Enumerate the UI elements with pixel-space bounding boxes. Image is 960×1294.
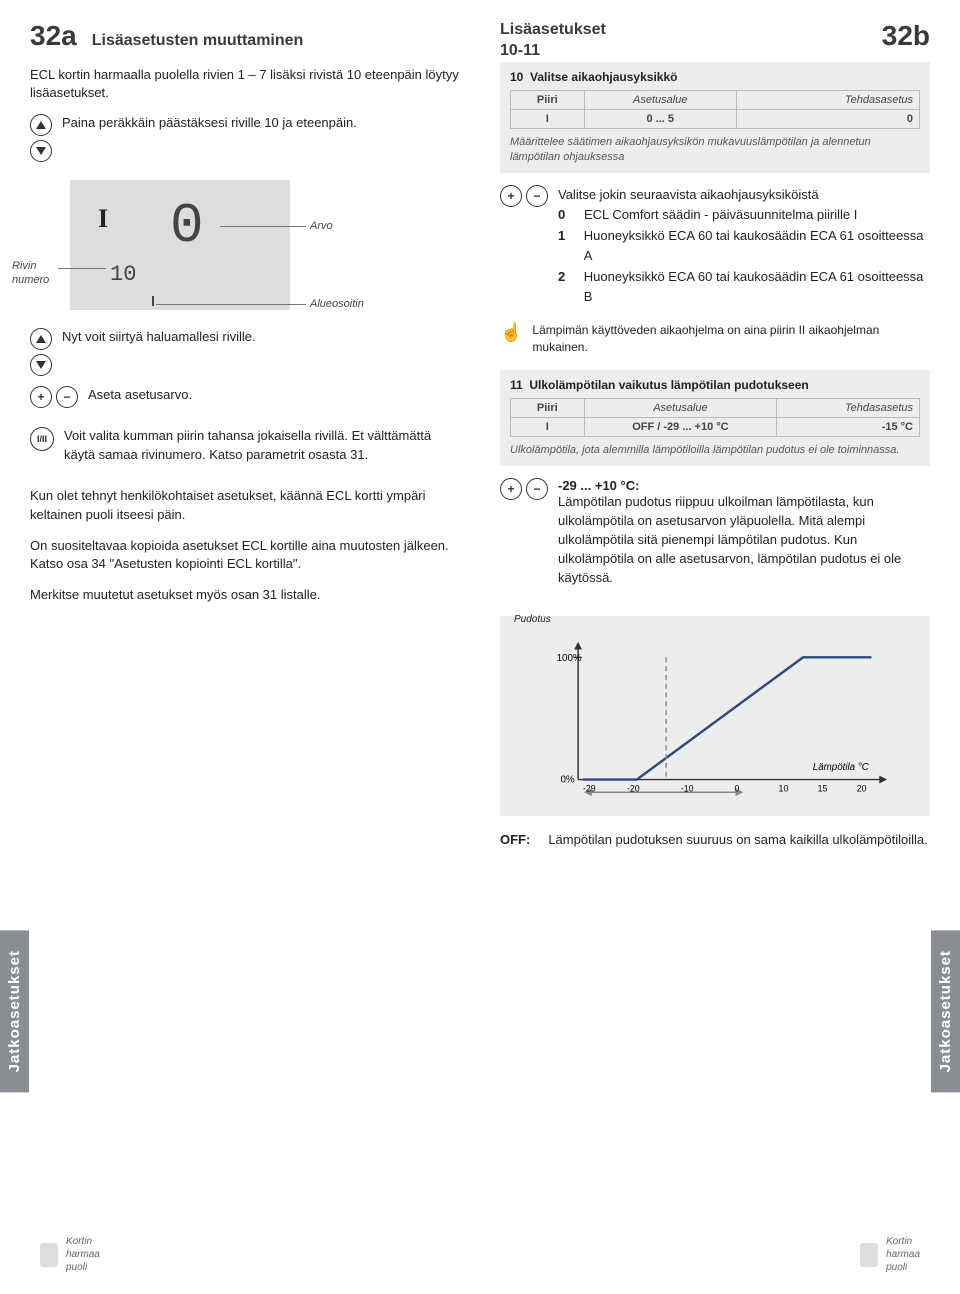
- lcd-circuit: I: [98, 204, 108, 234]
- press-text: Paina peräkkäin päästäksesi riville 10 j…: [62, 114, 460, 133]
- label-row: Rivinnumero: [12, 260, 49, 286]
- up-down-icons: [30, 114, 52, 162]
- page-subtitle-right: 10-11: [500, 41, 606, 62]
- triangle-up-icon: [30, 114, 52, 136]
- off-label: OFF:: [500, 832, 530, 847]
- move-text: Nyt voit siirtyä haluamallesi riville.: [62, 328, 460, 347]
- setting-table-11: Piiri Asetusalue Tehdasasetus I OFF / -2…: [510, 398, 920, 437]
- footer-right: Kortinharmaapuoli: [860, 1235, 920, 1274]
- page-title-left: Lisäasetusten muuttaminen: [92, 32, 304, 50]
- svg-text:-29: -29: [583, 783, 596, 793]
- lcd-row: 10: [110, 262, 136, 287]
- side-tab-right: Jatkoasetukset: [931, 930, 960, 1092]
- svg-text:10: 10: [779, 783, 789, 793]
- off-text: Lämpötilan pudotuksen suuruus on sama ka…: [548, 832, 927, 847]
- up-down-icons-2: [30, 328, 52, 376]
- range-text: Lämpötilan pudotus riippuu ulkoilman läm…: [558, 493, 930, 587]
- side-tab-left: Jatkoasetukset: [0, 930, 29, 1092]
- page-title-right: Lisäasetukset: [500, 20, 606, 41]
- range-label: -29 ... +10 °C:: [558, 478, 930, 493]
- plus-minus-icons-r: + −: [500, 185, 548, 207]
- hand-icon: ☝: [500, 322, 522, 343]
- svg-text:15: 15: [818, 783, 828, 793]
- p1: Kun olet tehnyt henkilökohtaiset asetuks…: [30, 487, 460, 525]
- note-text: Lämpimän käyttöveden aikaohjelma on aina…: [532, 322, 930, 356]
- svg-text:0: 0: [735, 783, 740, 793]
- page-num-right: 32b: [882, 20, 930, 52]
- circuit-select-icon: I/II: [30, 427, 54, 451]
- circuit-text: Voit valita kumman piirin tahansa jokais…: [64, 427, 460, 465]
- card-icon-r: [860, 1243, 878, 1267]
- plus-minus-icons: + −: [30, 386, 78, 408]
- lcd-value: 0: [170, 194, 208, 258]
- setting-box-11: 11 Ulkolämpötilan vaikutus lämpötilan pu…: [500, 370, 930, 466]
- setting-table-10: Piiri Asetusalue Tehdasasetus I 0 ... 5 …: [510, 90, 920, 129]
- svg-text:-20: -20: [627, 783, 640, 793]
- y0: 0%: [561, 774, 575, 785]
- label-dial: Alueosoitin: [310, 298, 364, 310]
- minus-icon: −: [56, 386, 78, 408]
- plus-minus-icons-r2: + −: [500, 478, 548, 500]
- label-value: Arvo: [310, 220, 333, 232]
- intro-text: ECL kortin harmaalla puolella rivien 1 –…: [30, 66, 460, 102]
- footer-left: Kortinharmaapuoli: [40, 1235, 100, 1274]
- card-icon: [40, 1243, 58, 1267]
- svg-text:20: 20: [857, 783, 867, 793]
- lcd-diagram: I 0 10 Rivinnumero Arvo Alueosoitin: [70, 180, 460, 310]
- set-text: Aseta asetusarvo.: [88, 386, 460, 405]
- xlabel: Lämpötila °C: [813, 761, 870, 772]
- triangle-down-icon: [30, 140, 52, 162]
- option-list: Valitse jokin seuraavista aikaohjausyksi…: [558, 185, 930, 308]
- plus-icon: +: [30, 386, 52, 408]
- page-num-left: 32a: [30, 20, 77, 52]
- p2: On suositeltavaa kopioida asetukset ECL …: [30, 537, 460, 575]
- setting-box-10: 10 Valitse aikaohjausyksikkö Piiri Asetu…: [500, 62, 930, 174]
- pudotus-chart: Pudotus 100% 0% -29 -20 -10: [500, 616, 930, 816]
- p3: Merkitse muutetut asetukset myös osan 31…: [30, 586, 460, 605]
- svg-text:-10: -10: [681, 783, 694, 793]
- y100: 100%: [557, 653, 582, 664]
